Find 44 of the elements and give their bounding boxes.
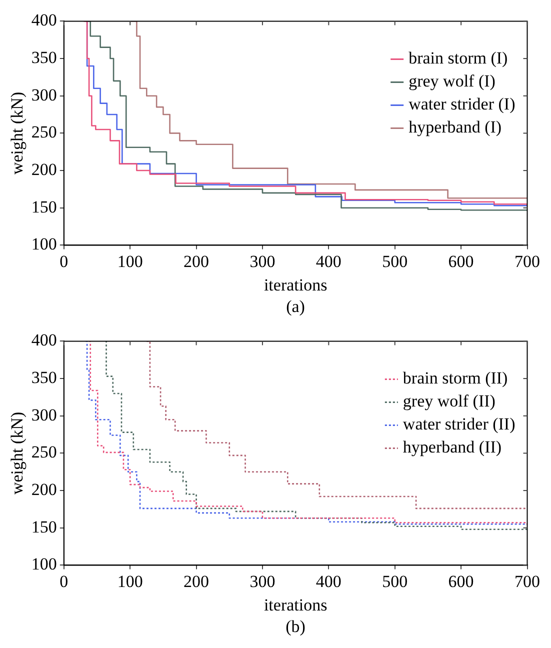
legend-label: grey wolf (I): [408, 72, 496, 91]
legend-label: water strider (II): [402, 414, 516, 434]
y-tick-label: 350: [31, 368, 57, 387]
x-tick-label: 500: [382, 252, 408, 271]
x-tick-label: 600: [448, 572, 474, 591]
x-tick-label: 100: [117, 572, 143, 591]
legend-label: grey wolf (II): [402, 392, 496, 411]
text: (a): [285, 296, 306, 318]
x-tick-label: 300: [250, 252, 276, 271]
legend-label: hyperband (I): [408, 118, 502, 137]
y-tick-label: 150: [31, 197, 57, 216]
y-tick-label: 300: [31, 85, 57, 104]
x-tick-label: 200: [184, 252, 210, 271]
y-tick-label: 400: [31, 10, 57, 30]
legend-label: hyperband (II): [402, 438, 502, 457]
x-tick-label: 700: [514, 572, 540, 591]
legend-label: brain storm (I): [408, 48, 508, 68]
y-tick-label: 250: [31, 442, 57, 462]
x-tick-label: 200: [184, 572, 210, 591]
legend-label: water strider (I): [408, 94, 516, 114]
x-axis-title: iterations: [264, 595, 328, 614]
x-tick-label: 400: [316, 572, 342, 591]
y-tick-label: 150: [31, 517, 57, 536]
y-tick-label: 100: [31, 234, 57, 254]
x-tick-label: 0: [60, 572, 68, 591]
legend-label: brain storm (II): [402, 368, 508, 388]
x-tick-label: 100: [117, 252, 143, 271]
x-tick-label: 400: [316, 252, 342, 271]
y-tick-label: 100: [31, 554, 57, 574]
y-tick-label: 300: [31, 405, 57, 424]
y-tick-label: 250: [31, 122, 57, 142]
x-axis-title: iterations: [264, 275, 328, 294]
x-tick-label: 600: [448, 252, 474, 271]
y-tick-label: 200: [31, 160, 57, 179]
y-axis-title: weight (kN): [8, 412, 27, 495]
x-tick-label: 500: [382, 572, 408, 591]
x-tick-label: 0: [60, 252, 68, 271]
text: (b): [284, 616, 306, 638]
y-tick-label: 200: [31, 480, 57, 499]
x-tick-label: 700: [514, 252, 540, 271]
y-axis-title: weight (kN): [8, 92, 27, 175]
y-tick-label: 350: [31, 48, 57, 67]
y-tick-label: 400: [31, 330, 57, 350]
x-tick-label: 300: [250, 572, 276, 591]
